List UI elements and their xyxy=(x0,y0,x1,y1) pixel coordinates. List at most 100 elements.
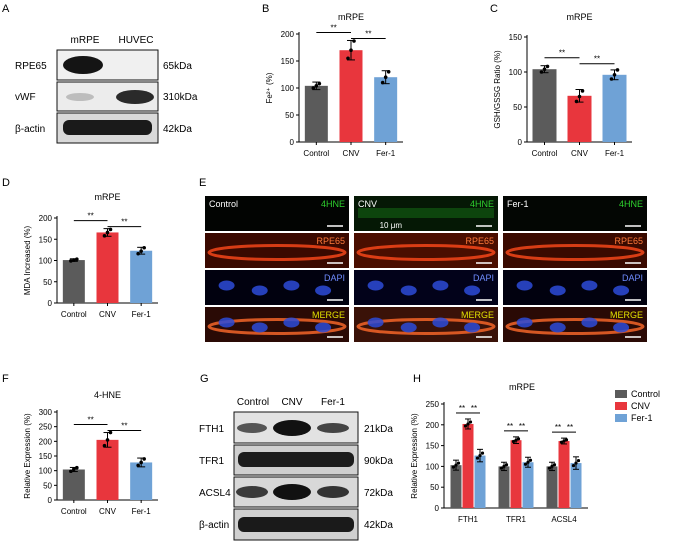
data-point xyxy=(542,67,547,71)
nucleus-blob xyxy=(432,317,449,328)
y-tick-label: 100 xyxy=(509,68,523,77)
chart-expression-panel-h: H mRPE 0 50 100 150 200 250 Relative Expression… xyxy=(410,373,660,524)
y-tick-label: 150 xyxy=(509,33,523,42)
significance-label: ** xyxy=(88,416,94,425)
scale-bar-label: 10 μm xyxy=(380,221,403,230)
blot-g-row-label-tfr1: TFR1 xyxy=(199,456,224,467)
x-tick-label: CNV xyxy=(99,507,117,516)
nucleus-blob xyxy=(516,317,533,328)
channel-label: MERGE xyxy=(312,310,345,320)
y-axis-label: Relative Expression (%) xyxy=(410,413,419,499)
nucleus-blob xyxy=(516,280,533,291)
y-tick-label: 200 xyxy=(281,30,295,39)
data-point xyxy=(576,458,581,463)
data-point xyxy=(102,443,107,448)
group-label: Fer-1 xyxy=(507,199,529,209)
nucleus-blob xyxy=(218,317,235,328)
panel-letter-a: A xyxy=(2,3,10,15)
data-point xyxy=(108,227,113,232)
x-tick-label: CNV xyxy=(571,149,589,158)
legend-label: CNV xyxy=(631,401,650,411)
legend-swatch xyxy=(615,402,627,410)
y-tick-label: 200 xyxy=(39,437,53,446)
panel-letter-b: B xyxy=(262,3,269,15)
data-point xyxy=(516,437,521,441)
blot-g-band-actin xyxy=(238,517,354,532)
bar xyxy=(62,469,85,500)
bar xyxy=(96,232,119,303)
y-tick-label: 50 xyxy=(43,481,52,490)
y-tick-label: 0 xyxy=(48,299,53,308)
bar xyxy=(558,441,570,508)
legend-label: Fer-1 xyxy=(631,413,653,423)
blot-a-col-huvec: HUVEC xyxy=(118,35,153,46)
y-axis-label: MDA Increased (%) xyxy=(23,225,32,295)
bar xyxy=(304,85,328,142)
chart-gsh-panel-c: C mRPE 0 50 100 150 GSH/GSSG Ratio (%) Control… xyxy=(490,3,632,158)
data-point xyxy=(545,64,550,69)
nucleus-blob xyxy=(315,322,332,333)
nucleus-blob xyxy=(613,285,630,296)
blot-a-band-rpe65-mrpe xyxy=(63,56,103,74)
data-point xyxy=(547,466,552,470)
bar xyxy=(130,462,153,500)
panel-letter-d: D xyxy=(2,177,10,189)
y-tick-label: 300 xyxy=(39,408,53,417)
channel-label: MERGE xyxy=(461,310,494,320)
blot-g-col-fer1: Fer-1 xyxy=(321,397,345,408)
panel-e: E 4HNE Control 4HNE CNV 4HNE Fer-1 RPE65 RPE65 R… xyxy=(199,177,647,342)
group-label: Control xyxy=(209,199,238,209)
x-tick-label: ACSL4 xyxy=(551,515,577,524)
x-tick-label: Fer-1 xyxy=(132,310,152,319)
data-point xyxy=(102,234,107,238)
y-axis-label: Relative Expression (%) xyxy=(23,413,32,499)
data-point xyxy=(559,440,564,444)
y-tick-label: 250 xyxy=(426,400,440,409)
significance-label: ** xyxy=(567,423,573,432)
blot-g-row-size-fth1: 21kDa xyxy=(364,424,393,435)
x-tick-label: CNV xyxy=(343,149,361,158)
data-point xyxy=(615,68,620,72)
channel-label: DAPI xyxy=(622,273,643,283)
nucleus-blob xyxy=(549,322,566,333)
data-point xyxy=(463,424,468,428)
data-point xyxy=(468,420,473,424)
y-tick-label: 50 xyxy=(513,103,522,112)
nucleus-blob xyxy=(400,285,417,296)
panel-letter-e: E xyxy=(199,177,206,189)
bar xyxy=(546,466,558,508)
nucleus-blob xyxy=(283,317,300,328)
bar xyxy=(374,77,398,142)
x-tick-label: TFR1 xyxy=(506,515,527,524)
x-tick-label: Fer-1 xyxy=(605,149,625,158)
blot-a-row-size-rpe65: 65kDa xyxy=(163,61,192,72)
data-point xyxy=(539,70,544,74)
panel-letter-h: H xyxy=(413,373,421,385)
blot-g-band-acsl4-cnv xyxy=(273,484,311,500)
micrograph-tile xyxy=(205,196,349,231)
y-tick-label: 150 xyxy=(426,442,440,451)
bar xyxy=(510,440,522,508)
channel-label: 4HNE xyxy=(619,199,643,209)
x-tick-label: Control xyxy=(532,149,558,158)
x-tick-label: Fer-1 xyxy=(376,149,396,158)
data-point xyxy=(349,48,353,52)
rpe-layer-signal xyxy=(356,318,496,335)
blot-g-row-label-actin: β-actin xyxy=(199,520,229,531)
nucleus-blob xyxy=(367,280,384,291)
y-tick-label: 50 xyxy=(285,111,294,120)
data-point xyxy=(72,258,76,262)
bar xyxy=(570,463,582,508)
y-tick-label: 0 xyxy=(290,138,295,147)
rpe-layer-signal xyxy=(207,244,347,261)
blot-g-band-tfr1 xyxy=(238,452,354,467)
data-point xyxy=(514,438,518,442)
data-point xyxy=(502,464,506,468)
data-point xyxy=(528,458,533,462)
data-point xyxy=(475,456,480,460)
blot-a-band-vwf-huvec xyxy=(116,90,154,104)
data-point xyxy=(456,461,461,465)
significance-label: ** xyxy=(459,404,465,413)
data-point xyxy=(75,257,79,262)
data-point xyxy=(108,430,113,435)
